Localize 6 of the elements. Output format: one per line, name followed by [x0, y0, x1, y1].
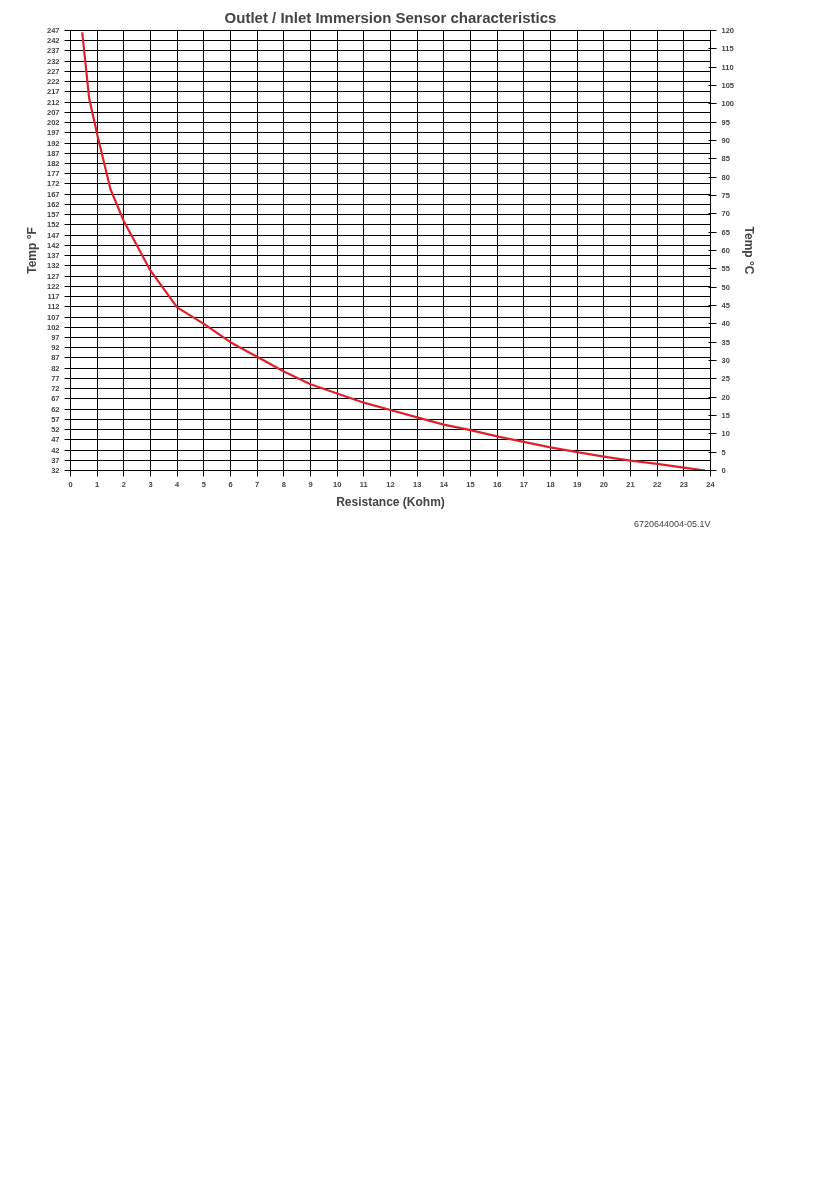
y2-axis-title: Temp °C — [742, 226, 757, 275]
text: 6720644004-05.1V — [633, 518, 711, 529]
y-axis-title: Temp °F — [24, 227, 39, 274]
x-axis-title: Resistance (Kohm) — [336, 494, 445, 509]
line-series — [81, 31, 707, 471]
chart-title: Outlet / Inlet Immersion Sensor characteristics — [224, 8, 557, 26]
